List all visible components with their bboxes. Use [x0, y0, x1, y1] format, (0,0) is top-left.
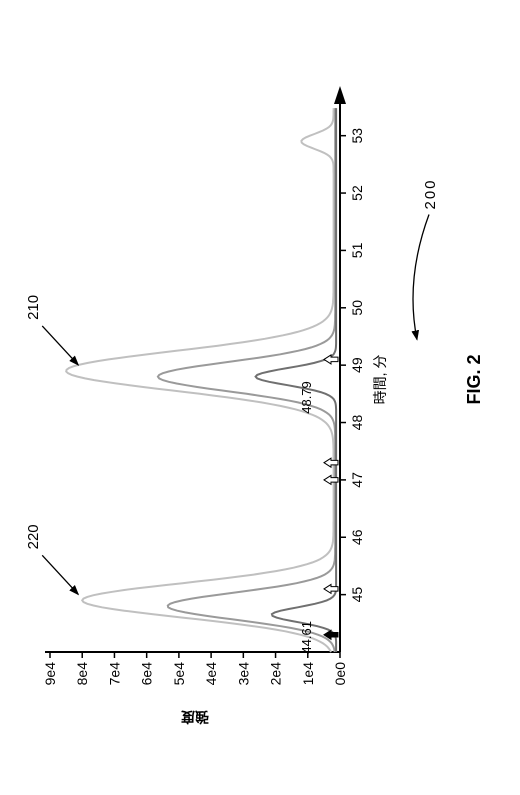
y-tick-label: 6e4 — [139, 662, 155, 686]
y-tick-label: 5e4 — [171, 662, 187, 686]
marker-arrow — [324, 355, 338, 364]
series-line — [158, 108, 335, 652]
chromatogram-chart: 45 46 47 48 49 50 51 52 53 0e0 1e4 2e4 3e4 4e4 5e4 6e4 7… — [10, 47, 510, 747]
y-tick-label: 8e4 — [74, 662, 90, 686]
figure-number-arrow — [413, 215, 429, 340]
x-tick-label: 45 — [349, 587, 365, 603]
y-tick-label: 4e4 — [203, 662, 219, 686]
chart-container: 45 46 47 48 49 50 51 52 53 0e0 1e4 2e4 3e4 4e4 5e4 6e4 7… — [10, 47, 510, 747]
x-axis-label: 時間, 分 — [372, 355, 388, 405]
series-line — [256, 108, 337, 652]
x-tick-label: 47 — [349, 472, 365, 488]
y-tick-label: 9e4 — [42, 662, 58, 686]
x-tick-label: 51 — [349, 242, 365, 258]
callout-arrow — [42, 555, 78, 594]
peak-label-right: 48.79 — [299, 381, 314, 414]
x-tick-label: 48 — [349, 415, 365, 431]
y-tick-label: 2e4 — [268, 662, 284, 686]
x-tick-label: 50 — [349, 300, 365, 316]
y-tick-label: 3e4 — [235, 662, 251, 686]
callout-arrow — [42, 326, 78, 365]
figure-label: FIG. 2 — [464, 354, 484, 404]
x-tick-label: 49 — [349, 357, 365, 373]
peak-label-left: 44.61 — [299, 621, 314, 654]
x-tick-label: 52 — [349, 185, 365, 201]
series-line — [66, 108, 333, 652]
figure-number: 200 — [422, 178, 439, 209]
y-tick-label: 0e0 — [332, 662, 348, 686]
callout-label: 220 — [25, 524, 42, 549]
y-tick-label: 7e4 — [106, 662, 122, 686]
x-tick-label: 46 — [349, 529, 365, 545]
y-tick-label: 1e4 — [300, 662, 316, 686]
x-tick-label: 53 — [349, 128, 365, 144]
callout-label: 210 — [25, 295, 42, 320]
y-axis-label: 強度 — [180, 709, 209, 725]
